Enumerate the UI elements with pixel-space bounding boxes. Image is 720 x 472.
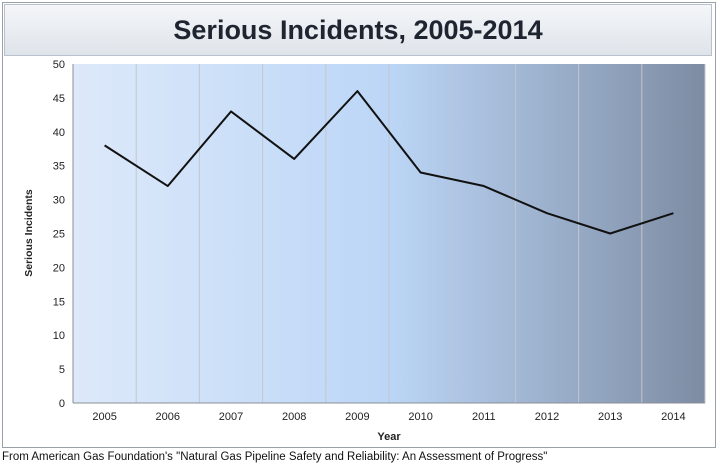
x-tick-label: 2009 <box>345 411 369 423</box>
chart-title: Serious Incidents, 2005-2014 <box>173 14 543 45</box>
y-tick-label: 0 <box>59 398 65 410</box>
x-tick-label: 2006 <box>156 411 180 423</box>
x-tick-label: 2014 <box>661 411 685 423</box>
y-tick-label: 45 <box>53 93 65 105</box>
y-axis-label: Serious Incidents <box>23 189 35 277</box>
axes <box>72 64 705 404</box>
y-tick-label: 30 <box>53 195 65 207</box>
x-tick-label: 2012 <box>535 411 559 423</box>
x-axis-label: Year <box>377 431 401 443</box>
y-tick-label: 5 <box>59 364 65 376</box>
y-tick-label: 15 <box>53 296 65 308</box>
source-note: From American Gas Foundation's "Natural … <box>2 451 548 463</box>
y-tick-label: 50 <box>53 59 65 71</box>
series-group <box>104 90 674 235</box>
gridlines <box>135 64 706 403</box>
x-tick-label: 2011 <box>472 411 496 423</box>
x-tick-label: 2013 <box>598 411 622 423</box>
y-tick-label: 40 <box>53 127 65 139</box>
x-tick-label: 2005 <box>92 411 116 423</box>
y-tick-label: 10 <box>53 330 65 342</box>
y-tick-label: 20 <box>53 262 65 274</box>
chart-title-bar: Serious Incidents, 2005-2014 <box>4 4 712 56</box>
series-line <box>104 90 674 235</box>
x-tick-label: 2008 <box>282 411 306 423</box>
tick-labels: 0 5 10 15 20 25 30 35 40 45 50 2005 2006 2007 2008 2009… <box>53 59 686 423</box>
y-tick-label: 35 <box>53 161 65 173</box>
y-tick-label: 25 <box>53 229 65 241</box>
x-tick-label: 2007 <box>219 411 243 423</box>
x-tick-label: 2010 <box>408 411 432 423</box>
